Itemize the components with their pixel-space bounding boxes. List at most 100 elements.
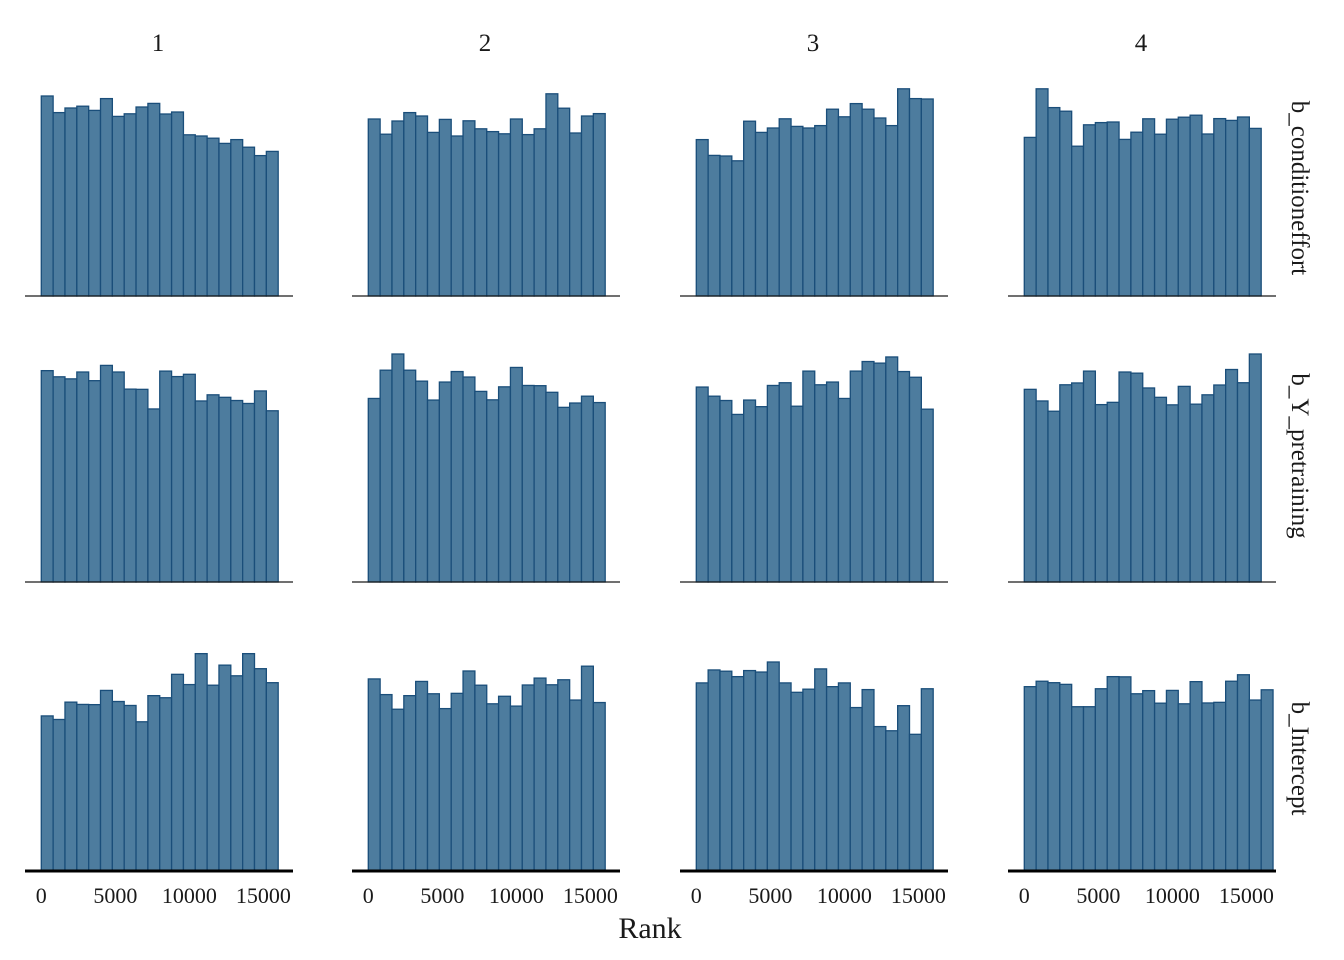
- bar: [861, 108, 875, 297]
- x-tick-label: 5000: [748, 883, 792, 908]
- bar: [474, 128, 488, 297]
- bar: [592, 701, 606, 872]
- bar: [379, 133, 393, 297]
- bar: [814, 668, 828, 872]
- bar: [1177, 116, 1191, 297]
- x-tick-label: 0: [36, 883, 47, 908]
- bar: [1130, 131, 1144, 297]
- bar: [778, 382, 792, 583]
- bar: [1213, 384, 1227, 583]
- bar: [230, 675, 244, 872]
- bar: [731, 675, 745, 872]
- bar: [367, 397, 381, 583]
- bar: [837, 682, 851, 872]
- bar: [766, 127, 780, 297]
- bar: [825, 381, 840, 583]
- bar: [1236, 382, 1250, 583]
- bar: [111, 115, 125, 297]
- bar: [1023, 388, 1037, 583]
- x-tick-label: 15000: [891, 883, 946, 908]
- bar: [1201, 702, 1215, 872]
- bar: [242, 402, 256, 583]
- bar: [462, 120, 476, 297]
- bar: [1189, 403, 1203, 583]
- bar: [695, 682, 709, 872]
- bar: [450, 135, 464, 297]
- bar: [76, 105, 90, 297]
- x-tick-label: 0: [363, 883, 374, 908]
- bar: [592, 401, 606, 583]
- bar: [1059, 683, 1073, 872]
- bar: [778, 682, 792, 872]
- bar: [391, 120, 405, 297]
- panels-group: [25, 88, 1276, 873]
- bar: [1189, 114, 1203, 297]
- bar: [695, 138, 709, 297]
- panel-b_conditioneffort-chain-4: [1008, 88, 1276, 297]
- bar: [218, 142, 232, 297]
- bar: [182, 134, 196, 297]
- bar: [825, 108, 840, 297]
- bar: [557, 679, 571, 872]
- bar: [1118, 371, 1132, 583]
- bar: [1153, 396, 1168, 583]
- bar: [415, 115, 429, 297]
- bar: [521, 384, 535, 583]
- bar: [194, 652, 208, 872]
- bar: [159, 113, 173, 297]
- row-labels: b_conditioneffort b_Y_pretraining b_Interc…: [1286, 101, 1313, 816]
- bar: [123, 388, 137, 583]
- bar: [1059, 384, 1073, 583]
- bar: [230, 138, 244, 297]
- bar: [580, 665, 594, 872]
- bar: [486, 130, 500, 297]
- bar: [88, 109, 102, 297]
- bar: [908, 733, 922, 872]
- bar: [462, 376, 476, 583]
- bar: [253, 390, 267, 583]
- bar: [1118, 676, 1132, 872]
- bar: [1225, 119, 1239, 297]
- bar: [1236, 674, 1250, 872]
- bar: [426, 131, 441, 297]
- x-tick-label: 5000: [93, 883, 137, 908]
- bar: [580, 395, 594, 583]
- bar: [253, 154, 267, 297]
- bar: [1225, 368, 1239, 583]
- x-tick-label: 0: [691, 883, 702, 908]
- bar: [182, 373, 196, 583]
- bar: [533, 677, 547, 872]
- bar: [438, 381, 452, 583]
- bar: [52, 376, 66, 583]
- panel-b_conditioneffort-chain-1: [25, 95, 293, 297]
- bar: [1047, 410, 1061, 583]
- bar: [1213, 701, 1227, 872]
- bar: [897, 705, 911, 872]
- bar: [462, 670, 476, 872]
- row-label: b_Intercept: [1286, 702, 1313, 816]
- bar: [497, 695, 512, 872]
- bar: [1201, 394, 1215, 583]
- column-title: 1: [152, 30, 165, 57]
- x-axis-title: Rank: [618, 912, 681, 945]
- bar: [1035, 88, 1049, 297]
- bar: [1165, 118, 1179, 297]
- bar: [391, 353, 405, 583]
- x-tick-label: 15000: [236, 883, 291, 908]
- bar: [367, 678, 381, 872]
- bar: [569, 132, 583, 297]
- bar: [99, 97, 114, 297]
- bar: [159, 697, 173, 872]
- bar: [1142, 118, 1156, 297]
- bar: [885, 730, 899, 872]
- bar: [1153, 133, 1168, 297]
- bar: [545, 93, 559, 297]
- bar: [849, 706, 863, 872]
- bar: [1130, 693, 1144, 872]
- bar: [135, 388, 149, 583]
- bar: [147, 408, 161, 583]
- panel-b_conditioneffort-chain-2: [352, 93, 620, 297]
- bar: [52, 111, 66, 297]
- bar: [40, 95, 54, 297]
- bar: [111, 700, 125, 872]
